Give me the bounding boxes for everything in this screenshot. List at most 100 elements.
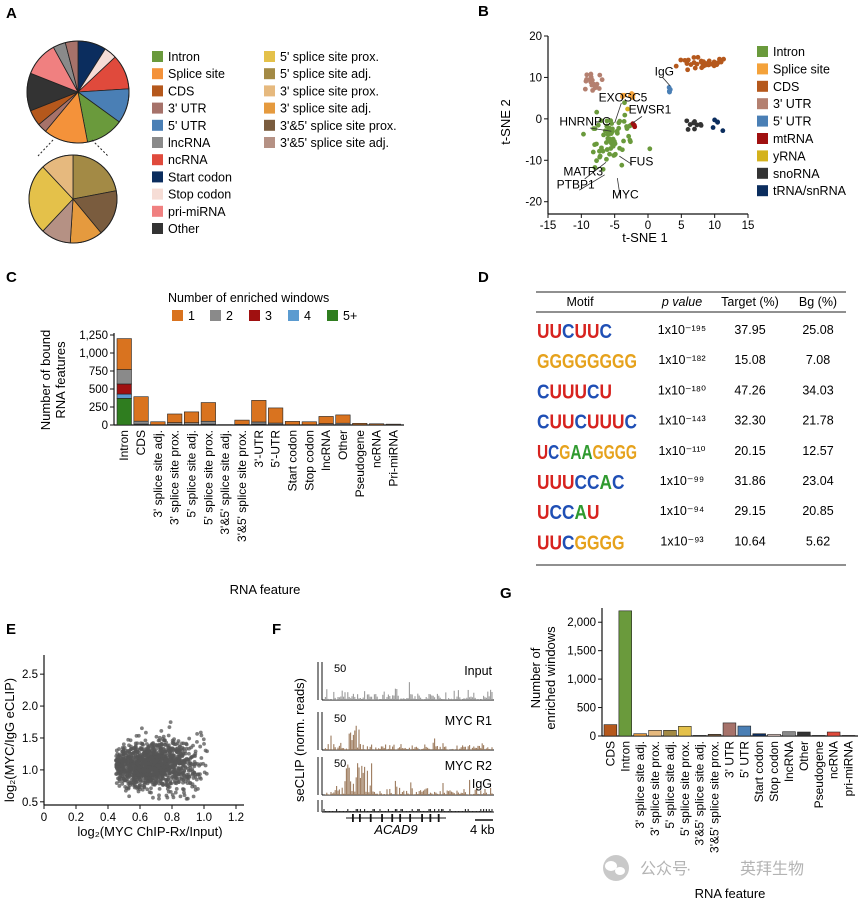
scatter-e-point xyxy=(198,730,203,735)
tsne-point xyxy=(691,55,697,60)
legend-a-swatch xyxy=(264,85,275,97)
scatter-e-point xyxy=(173,790,178,795)
scatter-e-point xyxy=(199,756,204,760)
scatter-e-point xyxy=(191,794,196,799)
scatter-e-point xyxy=(157,765,161,770)
scatter-e-point xyxy=(153,742,158,747)
bar-g xyxy=(782,731,796,737)
motif-letter: U xyxy=(550,532,563,554)
bar-c-1 xyxy=(150,421,166,425)
motif-letter: A xyxy=(575,502,588,524)
scatter-e-point xyxy=(155,772,160,777)
legend-a-swatch xyxy=(152,102,163,114)
motif-letter: G xyxy=(626,442,637,464)
tsne-leader-line xyxy=(632,116,643,124)
scatter-e-point xyxy=(157,787,162,791)
scatter-e-point xyxy=(158,768,163,773)
motif-letter: G xyxy=(587,351,600,373)
scatter-e-point xyxy=(168,779,173,783)
scatter-e-point xyxy=(183,751,188,756)
tsne-point xyxy=(610,126,615,132)
scatter-e-point xyxy=(159,729,164,733)
watermark: 公众号 · 英拜生物 xyxy=(603,855,804,881)
track-scale-label: 50 xyxy=(334,713,346,725)
bar-g xyxy=(826,731,841,737)
tsne-xtick-label: -15 xyxy=(540,220,557,232)
tsne-xtick-label: -5 xyxy=(610,220,620,232)
tsne-point xyxy=(595,122,601,128)
motif-letter: G xyxy=(600,532,613,554)
scatter-e-point xyxy=(164,762,168,766)
tsne-points xyxy=(581,54,726,172)
track-label: MYC R2 xyxy=(445,759,492,773)
legend-a-swatch xyxy=(152,85,163,97)
scatter-e-point xyxy=(166,733,171,738)
motif-letter: U xyxy=(537,321,550,343)
scatter-e-point xyxy=(129,744,133,749)
legend-b: Intron Splice site CDS 3' UTR 5' UTR mtRNA yRN… xyxy=(757,45,847,198)
tsne-point xyxy=(594,158,599,164)
bg-cell: 20.85 xyxy=(802,504,833,518)
tsne-annotation: MYC xyxy=(612,187,639,201)
bar-g xyxy=(663,730,677,737)
bar-c-3 xyxy=(116,383,132,395)
scatter-e-point xyxy=(145,787,150,792)
gene-exon xyxy=(352,814,354,822)
chart-c-category-label: Intron xyxy=(117,430,131,461)
scatter-e-point xyxy=(201,737,206,742)
scatter-e-point xyxy=(199,776,203,781)
scatter-e-point xyxy=(117,777,122,782)
bar-g xyxy=(752,733,766,737)
scatter-e-point xyxy=(173,763,178,768)
scatter-e-point xyxy=(157,796,161,801)
track-label: IgG xyxy=(472,777,492,791)
watermark-dot: · xyxy=(686,861,691,878)
bar-c-1 xyxy=(352,423,368,426)
chart-g-ylabel-1: Number of xyxy=(528,647,543,708)
motif-letter: U xyxy=(550,381,563,403)
target-cell: 15.08 xyxy=(734,353,765,367)
scatter-e-point xyxy=(114,764,119,769)
tsne-point xyxy=(629,91,635,96)
chart-c-category-label: Other xyxy=(336,430,350,460)
legend-c: 1 2 3 4 5+ xyxy=(172,309,357,323)
scatter-e-point xyxy=(150,741,155,746)
scatter-e-point xyxy=(142,767,146,772)
motif-letter: C xyxy=(600,321,613,343)
scatter-e-point xyxy=(185,796,190,801)
bar-c-4 xyxy=(116,393,132,399)
motif-letter: C xyxy=(625,412,638,434)
scatter-e-point xyxy=(151,782,155,787)
legend-a-swatch xyxy=(152,68,163,80)
tsne-point xyxy=(718,59,724,65)
legend-a-swatch xyxy=(152,223,163,234)
motif-letter: C xyxy=(587,381,600,403)
legend-b-label: Splice site xyxy=(773,62,830,76)
chart-g-ytick-label: 500 xyxy=(577,703,596,715)
seclip-tracks: 50 Input 50 MYC R1 50 MYC R2 IgG xyxy=(317,662,494,813)
tsne-leader-line xyxy=(616,178,621,196)
target-cell: 37.95 xyxy=(734,323,765,337)
scatter-e-point xyxy=(140,754,145,758)
bar-c-1 xyxy=(301,421,317,425)
legend-c-swatch xyxy=(210,310,221,321)
scatter-e-xtick-label: 0.6 xyxy=(132,812,148,824)
scatter-e-point xyxy=(168,720,173,725)
scatter-e-point xyxy=(159,751,163,755)
panel-e-label: E xyxy=(6,621,16,638)
scatter-e-point xyxy=(167,766,172,771)
scatter-e-point xyxy=(174,787,179,791)
scatter-e-point xyxy=(199,733,204,738)
scatter-e-point xyxy=(128,781,133,786)
scatter-e-point xyxy=(155,768,160,773)
tsne-leader-line xyxy=(662,77,671,86)
bar-g xyxy=(767,733,781,737)
scatter-e-point xyxy=(180,746,185,750)
scatter-e-point xyxy=(135,761,140,766)
track-label: Input xyxy=(464,664,492,678)
chart-g-category-label: Pseudogene xyxy=(812,741,826,809)
chart-c-xlabel: RNA feature xyxy=(230,582,301,597)
scatter-e-point xyxy=(128,767,133,771)
tsne-point xyxy=(714,62,720,68)
